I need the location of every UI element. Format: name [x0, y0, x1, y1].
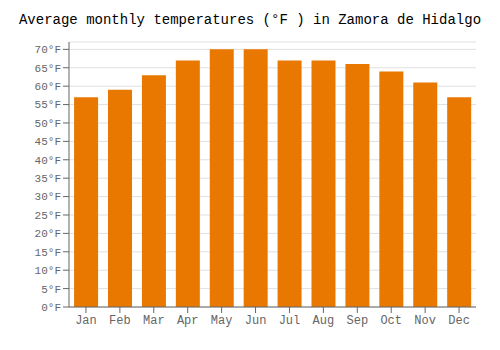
svg-text:Feb: Feb: [109, 314, 131, 328]
svg-text:35°F: 35°F: [35, 173, 61, 185]
svg-text:55°F: 55°F: [35, 99, 61, 111]
svg-text:20°F: 20°F: [35, 228, 61, 240]
svg-text:50°F: 50°F: [35, 118, 61, 130]
svg-text:40°F: 40°F: [35, 155, 61, 167]
svg-text:Mar: Mar: [143, 314, 165, 328]
svg-text:Jan: Jan: [75, 314, 97, 328]
svg-text:Jul: Jul: [279, 314, 301, 328]
svg-text:Oct: Oct: [380, 314, 402, 328]
svg-text:May: May: [211, 314, 233, 328]
svg-text:Aug: Aug: [313, 314, 335, 328]
svg-text:5°F: 5°F: [41, 284, 61, 296]
svg-text:15°F: 15°F: [35, 247, 61, 259]
svg-text:Sep: Sep: [346, 314, 368, 328]
svg-text:65°F: 65°F: [35, 63, 61, 75]
svg-text:Nov: Nov: [414, 314, 436, 328]
svg-text:Jun: Jun: [245, 314, 267, 328]
svg-text:30°F: 30°F: [35, 191, 61, 203]
svg-text:Dec: Dec: [448, 314, 470, 328]
html-text:Average monthly temperatures (: Average monthly temperatures (°F ) in Za…: [19, 12, 481, 28]
svg-text:0°F: 0°F: [41, 302, 61, 314]
svg-text:Apr: Apr: [177, 314, 199, 328]
svg-text:10°F: 10°F: [35, 265, 61, 277]
svg-text:70°F: 70°F: [35, 44, 61, 56]
svg-text:60°F: 60°F: [35, 81, 61, 93]
svg-text:25°F: 25°F: [35, 210, 61, 222]
svg-text:45°F: 45°F: [35, 136, 61, 148]
